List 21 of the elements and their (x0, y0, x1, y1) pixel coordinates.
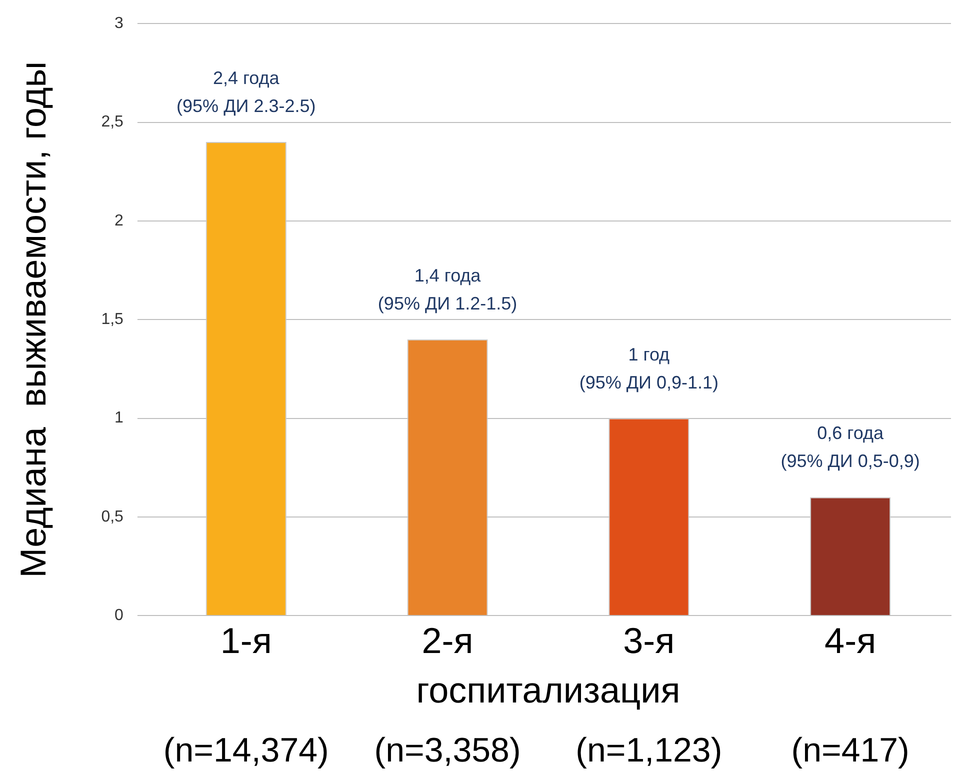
y-tick-label: 1,5 (101, 311, 124, 328)
y-tick-label: 2 (114, 212, 124, 230)
y-tick-label: 2,5 (101, 114, 124, 131)
data-label: 1 год (95% ДИ 0,9-1.1) (579, 344, 719, 392)
data-label: 0,6 года (95% ДИ 0,5-0,9) (780, 423, 920, 472)
x-tick-label: 1-я (220, 620, 272, 662)
y-tick-label: 3 (114, 15, 124, 32)
text: (n=14,374) (163, 731, 329, 770)
text: (n=1,123) (576, 731, 722, 770)
x-tick-label: 3-я (623, 620, 675, 662)
x-tick-label: 2-я (422, 620, 474, 662)
y-tick-label: 0,5 (101, 508, 124, 526)
y-axis-title: Медиана выживаемости, годы (12, 61, 54, 578)
x-axis-title: госпитализация (416, 669, 680, 710)
text: (n=417) (791, 731, 910, 770)
data-label: 1,4 года (95% ДИ 1.2-1.5) (378, 265, 518, 314)
data-label: 2,4 года (95% ДИ 2.3-2.5) (176, 68, 316, 116)
text: (n=3,358) (374, 731, 521, 770)
y-tick-label: 0 (114, 607, 124, 624)
y-tick-label: 1 (114, 410, 124, 427)
x-tick-label: 4-я (824, 620, 876, 662)
